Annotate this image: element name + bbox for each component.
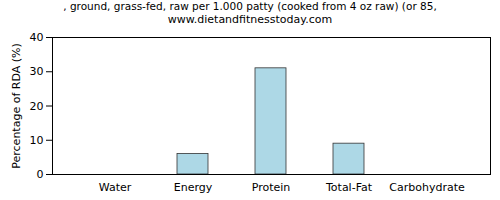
svg-text:20: 20 [30,100,44,113]
html-text:www.dietandfitnesstoday.com: www.dietandfitnesstoday.com [167,13,333,26]
svg-text:Carbohydrate: Carbohydrate [389,181,465,194]
svg-text:10: 10 [30,134,44,147]
html-text:, ground, grass-fed, raw per 1: , ground, grass-fed, raw per 1.000 patty… [63,0,437,12]
svg-text:Energy: Energy [174,181,213,194]
svg-text:Water: Water [99,181,132,194]
svg-text:Percentage of RDA (%): Percentage of RDA (%) [10,43,23,168]
svg-text:30: 30 [30,65,44,78]
svg-text:0: 0 [37,168,44,181]
svg-text:Protein: Protein [252,181,291,194]
svg-text:Total-Fat: Total-Fat [325,181,373,194]
svg-text:40: 40 [30,31,44,44]
